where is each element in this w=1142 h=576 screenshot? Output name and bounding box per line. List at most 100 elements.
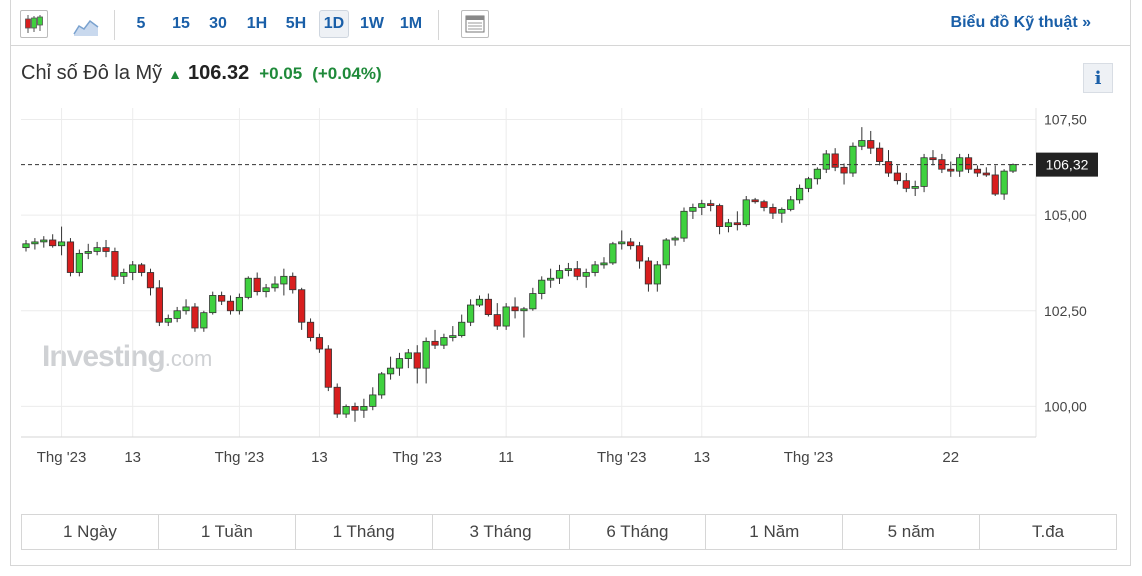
- candle-body: [884, 161, 893, 174]
- candle-body: [31, 241, 39, 245]
- candle-body: [751, 199, 759, 203]
- candle-up: [698, 199, 706, 216]
- candle-body: [395, 358, 404, 369]
- candle-body: [600, 262, 608, 266]
- candle-down: [333, 383, 341, 418]
- candle-up: [529, 287, 537, 311]
- candle-body: [137, 264, 146, 273]
- range-1-day[interactable]: 1 Ngày: [22, 515, 159, 549]
- candle-body: [795, 187, 804, 201]
- candle-down: [635, 241, 644, 269]
- interval-1m[interactable]: 1M: [399, 15, 423, 32]
- table-icon[interactable]: [461, 10, 489, 38]
- interval-1h[interactable]: 1H: [246, 15, 268, 32]
- candle-up: [822, 150, 830, 174]
- candle-body: [893, 172, 902, 182]
- candlestick-icon[interactable]: [20, 10, 48, 38]
- candle-body: [22, 243, 30, 249]
- last-price-tag-label: 106,32: [1046, 157, 1089, 173]
- candle-up: [31, 238, 39, 250]
- range-max[interactable]: T.đa: [1031, 522, 1065, 541]
- x-tick-label: 11: [498, 449, 514, 466]
- candle-up: [742, 195, 750, 227]
- candle-down: [733, 211, 741, 231]
- interval-5[interactable]: 5: [136, 15, 146, 32]
- candle-body: [627, 241, 635, 247]
- candle-body: [404, 352, 412, 359]
- candle-body: [564, 268, 573, 271]
- candle-body: [1009, 164, 1017, 172]
- candle-up: [395, 352, 404, 376]
- range-3-months[interactable]: 3 Tháng: [433, 515, 570, 549]
- candle-body: [209, 295, 217, 314]
- y-tick-label: 107,50: [1044, 111, 1087, 127]
- candle-down: [938, 153, 946, 174]
- candle-up: [378, 371, 386, 399]
- candle-body: [840, 166, 848, 174]
- candle-body: [920, 157, 928, 187]
- candle-body: [555, 270, 564, 279]
- candle-down: [751, 197, 759, 204]
- range-5-years[interactable]: 5 năm: [843, 515, 981, 549]
- candle-down: [991, 165, 999, 196]
- candle-up: [235, 293, 244, 315]
- candle-down: [431, 329, 439, 350]
- candle-body: [298, 289, 306, 323]
- candle-up: [804, 176, 813, 193]
- candle-down: [137, 262, 146, 277]
- candle-body: [306, 321, 315, 338]
- range-1-week[interactable]: 1 Tuần: [159, 515, 296, 549]
- candle-body: [431, 340, 439, 346]
- candle-down: [867, 130, 875, 154]
- candle-up: [502, 303, 510, 330]
- candle-body: [111, 251, 119, 277]
- candle-body: [644, 260, 653, 285]
- candle-body: [929, 157, 937, 161]
- candle-down: [982, 167, 990, 177]
- candle-up: [662, 238, 670, 269]
- candle-down: [102, 239, 110, 258]
- candle-up: [22, 239, 30, 252]
- candle-up: [778, 207, 786, 223]
- candle-up: [404, 349, 412, 369]
- candle-down: [947, 161, 955, 177]
- candle-body: [129, 264, 137, 273]
- x-tick-label: Thg '23: [784, 449, 834, 466]
- candle-body: [458, 321, 466, 337]
- candle-down: [707, 199, 715, 212]
- candle-body: [226, 300, 235, 312]
- candle-up: [680, 207, 688, 242]
- candle-body: [75, 252, 83, 273]
- candle-down: [289, 272, 297, 294]
- candle-up: [244, 276, 252, 300]
- interval-30[interactable]: 30: [209, 15, 227, 32]
- range-6-months[interactable]: 6 Tháng: [570, 515, 707, 549]
- candle-up: [911, 180, 919, 196]
- candle-body: [635, 245, 644, 262]
- candle-up: [84, 243, 92, 260]
- interval-5h[interactable]: 5H: [285, 15, 307, 32]
- interval-1w[interactable]: 1W: [360, 15, 384, 32]
- watermark-suffix: .com: [164, 346, 213, 371]
- candle-body: [244, 277, 252, 298]
- candle-down: [306, 318, 315, 342]
- interval-1d[interactable]: 1D: [319, 10, 349, 38]
- candle-body: [342, 405, 350, 415]
- candle-down: [840, 163, 848, 185]
- candle-up: [182, 299, 190, 315]
- area-chart-icon[interactable]: [72, 12, 100, 38]
- technical-chart-link[interactable]: Biểu đồ Kỹ thuật »: [950, 14, 1091, 31]
- candle-down: [315, 333, 324, 353]
- candle-body: [876, 147, 884, 162]
- candle-body: [449, 335, 457, 338]
- info-icon[interactable]: i: [1083, 63, 1113, 93]
- candle-down: [191, 303, 199, 332]
- range-1-year[interactable]: 1 Năm: [706, 515, 844, 549]
- toolbar-divider: [438, 10, 439, 40]
- candle-body: [822, 153, 830, 170]
- x-tick-label: 13: [693, 449, 710, 466]
- interval-15[interactable]: 15: [172, 15, 190, 32]
- range-1-month[interactable]: 1 Tháng: [296, 515, 433, 549]
- instrument-name: Chỉ số Đô la Mỹ: [21, 62, 163, 84]
